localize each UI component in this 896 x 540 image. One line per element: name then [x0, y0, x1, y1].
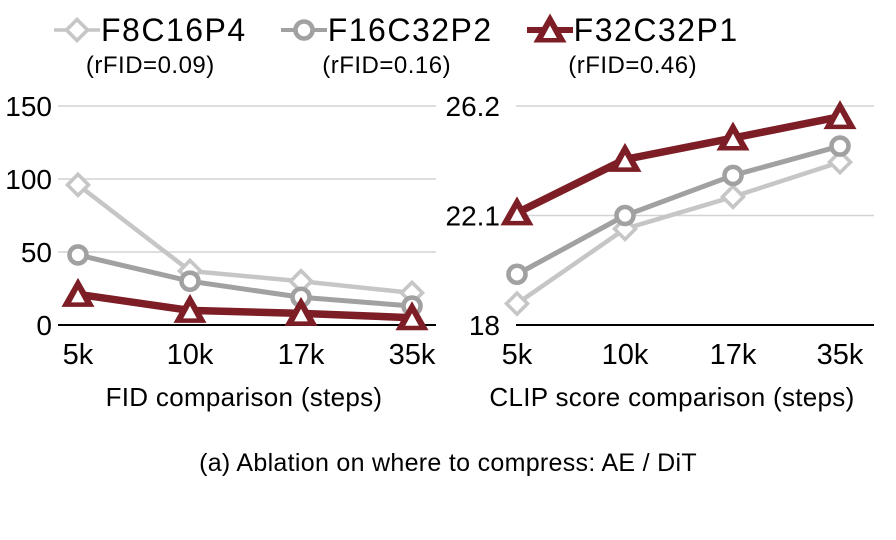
y-tick-label: 100 — [5, 164, 52, 195]
line-charts-canvas: 0 50 100 150 5k 10k 17k 35k 18 22.1 26.2 5k 10k 17k 35… — [5, 91, 874, 371]
x-tick-label: 5k — [502, 339, 533, 371]
marker-circle-5k — [506, 263, 528, 286]
y-tick-label: 150 — [5, 91, 52, 122]
legend-label: F32C32P1 — [573, 12, 739, 48]
marker-triangle-hole — [542, 25, 557, 38]
ablation-figure: F8C16P4 (rFID=0.09) F16C32P2 (rFID=0.16)… — [0, 0, 896, 477]
legend-label: F8C16P4 — [101, 12, 247, 48]
x-tick-label: 35k — [817, 339, 864, 371]
diamond-marker-icon — [54, 16, 100, 44]
marker-diamond-5k — [64, 171, 92, 198]
legend-entry: F16C32P2 — [280, 8, 493, 52]
fid-chart-title: FID comparison (steps) — [105, 382, 383, 412]
marker-circle-10k — [179, 270, 201, 292]
marker-diamond-5k — [503, 290, 531, 317]
marker-circle — [292, 19, 315, 41]
legend-sublabel: (rFID=0.09) — [85, 52, 215, 79]
series-line-F8C16P4 — [76, 183, 413, 296]
circle-marker-icon — [280, 19, 327, 41]
x-tick-label: 17k — [710, 339, 757, 371]
legend-entry: F8C16P4 — [54, 8, 247, 52]
legend: F8C16P4 (rFID=0.09) F16C32P2 (rFID=0.16)… — [0, 0, 896, 80]
marker-triangle-hole — [71, 289, 85, 303]
marker-diamond-35k — [826, 149, 854, 176]
marker-diamond — [63, 16, 91, 44]
chart-titles-row: FID comparison (steps) CLIP score compar… — [0, 382, 896, 413]
y-tick-label: 50 — [21, 237, 52, 268]
series-line-F16C32P2 — [77, 252, 413, 309]
y-tick-label: 22.1 — [446, 201, 501, 232]
y-tick-label: 0 — [36, 310, 52, 341]
marker-circle-35k — [829, 135, 851, 157]
marker-circle-10k — [614, 204, 636, 227]
marker-triangle-hole — [726, 133, 740, 147]
legend-sublabel: (rFID=0.16) — [322, 52, 452, 79]
x-tick-label: 17k — [278, 339, 325, 371]
legend-label: F16C32P2 — [327, 12, 493, 48]
figure-caption: (a) Ablation on where to compress: AE / … — [199, 449, 697, 477]
series-line-F16C32P2 — [515, 143, 841, 277]
marker-triangle-hole — [294, 308, 308, 322]
marker-triangle-hole — [183, 305, 197, 319]
legend-sublabel: (rFID=0.46) — [568, 52, 698, 79]
x-tick-label: 10k — [602, 339, 649, 371]
marker-circle-17k — [722, 164, 744, 187]
legend-item-f16c32p2: F16C32P2 (rFID=0.16) — [280, 8, 493, 80]
marker-triangle-hole — [405, 313, 419, 326]
marker-triangle-hole — [618, 154, 632, 168]
legend-item-f32c32p1: F32C32P1 (rFID=0.46) — [526, 8, 739, 80]
y-tick-label: 18 — [469, 310, 500, 341]
marker-circle-5k — [67, 244, 89, 266]
clip-chart-title: CLIP score comparison (steps) — [489, 382, 855, 412]
marker-triangle-hole — [833, 112, 847, 125]
series-line-F32C32P1 — [77, 290, 413, 322]
series-line-F32C32P1 — [515, 113, 841, 217]
x-tick-label: 35k — [389, 339, 436, 371]
marker-triangle-hole — [510, 208, 524, 221]
legend-entry: F32C32P1 — [526, 8, 739, 52]
x-tick-label: 10k — [167, 339, 214, 371]
marker-diamond-17k — [719, 183, 747, 210]
x-tick-label: 5k — [63, 339, 94, 371]
legend-item-f8c16p4: F8C16P4 (rFID=0.09) — [54, 8, 247, 80]
series-line-F8C16P4 — [515, 159, 841, 306]
y-tick-label: 26.2 — [446, 91, 501, 122]
triangle-marker-icon — [526, 13, 573, 43]
